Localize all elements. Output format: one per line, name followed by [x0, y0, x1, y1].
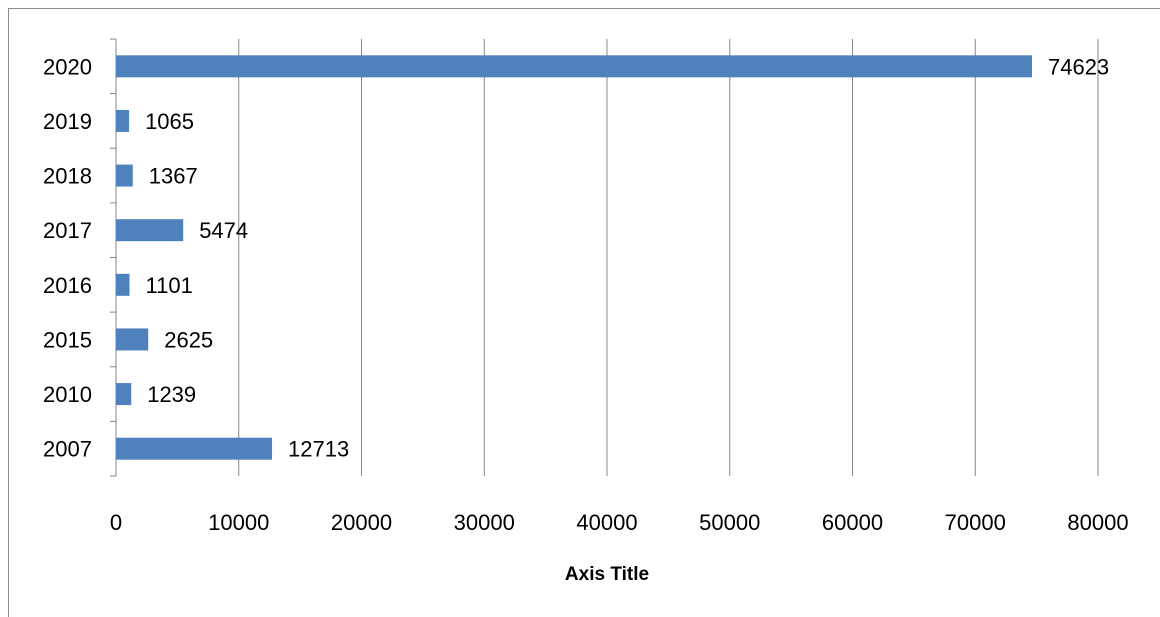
- data-label-2020: 74623: [1048, 54, 1109, 79]
- bar-2020: [116, 55, 1032, 78]
- y-tick-label-2020: 2020: [43, 54, 92, 79]
- data-label-2007: 12713: [288, 437, 349, 462]
- data-labels: 74623 1065 1367 5474 1101 2625 1239 12713: [145, 54, 1109, 461]
- x-tick-label: 10000: [208, 510, 269, 535]
- gridlines: [110, 38, 1099, 477]
- x-axis-title: Axis Title: [565, 564, 649, 585]
- data-label-2019: 1065: [145, 109, 194, 134]
- bar-2015: [116, 328, 149, 351]
- y-tick-label-2007: 2007: [43, 437, 92, 462]
- y-tick-label-2010: 2010: [43, 382, 92, 407]
- y-tick-label-2018: 2018: [43, 164, 92, 189]
- y-tick-label-2019: 2019: [43, 109, 92, 134]
- bar-2016: [116, 273, 130, 296]
- data-label-2015: 2625: [164, 327, 213, 352]
- data-label-2016: 1101: [146, 273, 193, 298]
- x-tick-label: 80000: [1067, 510, 1128, 535]
- x-axis-ticks: 0 10000 20000 30000 40000 50000 60000 70000 8000…: [110, 510, 1129, 535]
- x-tick-label: 50000: [699, 510, 760, 535]
- bar-2019: [116, 109, 130, 132]
- data-label-2017: 5474: [199, 218, 248, 243]
- bar-2010: [116, 383, 132, 406]
- x-tick-label: 40000: [576, 510, 637, 535]
- data-label-2010: 1239: [147, 382, 196, 407]
- x-tick-label: 70000: [945, 510, 1006, 535]
- y-axis-ticks: 2020 2019 2018 2017 2016 2015 2010 2007: [43, 54, 92, 461]
- bar-2007: [116, 437, 273, 460]
- chart-frame: [8, 8, 1160, 617]
- x-tick-label: 60000: [822, 510, 883, 535]
- x-tick-label: 20000: [331, 510, 392, 535]
- y-tick-label-2016: 2016: [43, 273, 92, 298]
- y-tick-label-2015: 2015: [43, 327, 92, 352]
- bar-2018: [116, 164, 133, 187]
- x-tick-label: 0: [110, 510, 122, 535]
- data-label-2018: 1367: [149, 164, 198, 189]
- y-tick-label-2017: 2017: [43, 218, 92, 243]
- bar-2017: [116, 219, 184, 242]
- x-tick-label: 30000: [454, 510, 515, 535]
- bars: [116, 55, 1032, 460]
